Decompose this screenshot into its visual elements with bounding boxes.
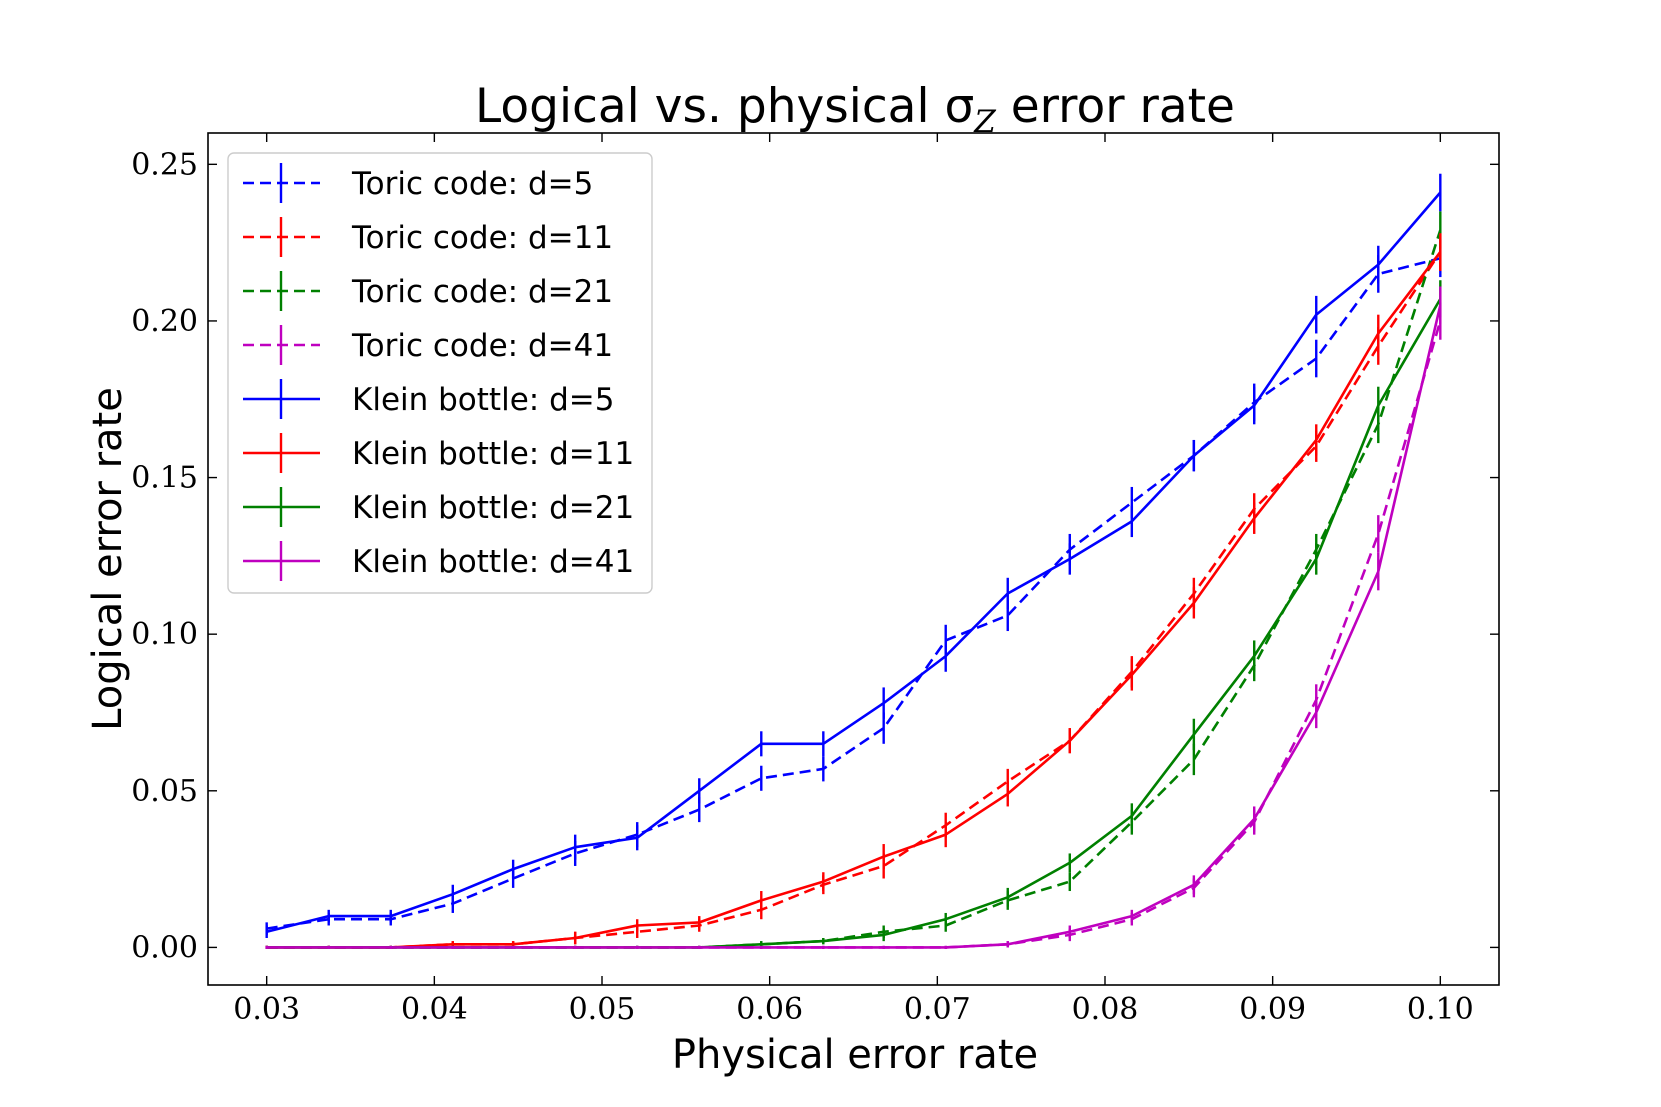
legend-label: Toric code: d=5: [351, 166, 593, 202]
series-line: [266, 305, 1442, 949]
x-tick-label: 0.07: [904, 992, 971, 1027]
x-tick-label: 0.05: [569, 992, 636, 1027]
y-axis-label: Logical error rate: [85, 387, 131, 731]
x-axis-label: Physical error rate: [672, 1032, 1038, 1078]
x-tick-label: 0.08: [1072, 992, 1139, 1027]
legend: Toric code: d=5 Toric code: d=11 Toric cod…: [227, 152, 653, 594]
series-line: [266, 251, 1442, 949]
x-tick-label: 0.06: [736, 992, 803, 1027]
legend-item: Klein bottle: d=21: [243, 487, 634, 527]
legend-item: Toric code: d=21: [243, 271, 613, 311]
legend-item: Klein bottle: d=5: [243, 379, 614, 419]
legend-label: Klein bottle: d=21: [352, 490, 634, 526]
legend-item: Toric code: d=5: [243, 163, 593, 203]
axis-ticks: 0.03 0.04 0.05 0.06 0.07 0.08 0.09 0.10 0.00 0.05…: [131, 133, 1499, 1027]
chart-title-subscript: Z: [973, 104, 996, 140]
chart-title-main: Logical vs. physical σ: [475, 79, 974, 134]
legend-item: Klein bottle: d=11: [243, 433, 634, 473]
legend-item: Toric code: d=11: [243, 217, 613, 257]
x-tick-label: 0.04: [401, 992, 468, 1027]
y-tick-label: 0.20: [131, 304, 198, 339]
legend-label: Klein bottle: d=5: [352, 382, 614, 418]
chart-title-suffix: error rate: [996, 79, 1235, 134]
series-klein-7: [265, 286, 1442, 949]
legend-box: [227, 152, 653, 594]
series-klein-4: [265, 173, 1442, 939]
y-tick-label: 0.25: [131, 147, 198, 182]
chart-title: Logical vs. physical σZ error rate: [475, 79, 1235, 140]
legend-label: Toric code: d=21: [351, 274, 613, 310]
legend-label: Toric code: d=11: [351, 220, 613, 256]
y-tick-label: 0.05: [131, 774, 198, 809]
legend-label: Toric code: d=41: [351, 328, 613, 364]
legend-label: Klein bottle: d=41: [352, 544, 634, 580]
series-line: [266, 191, 1442, 934]
y-tick-label: 0.15: [131, 461, 198, 496]
x-tick-label: 0.09: [1239, 992, 1306, 1027]
y-tick-label: 0.10: [131, 617, 198, 652]
x-tick-label: 0.10: [1407, 992, 1474, 1027]
series-line: [266, 257, 1441, 930]
series-klein-5: [265, 233, 1442, 949]
legend-item: Toric code: d=41: [243, 325, 613, 365]
x-tick-label: 0.03: [233, 992, 300, 1027]
y-tick-label: 0.00: [131, 930, 198, 965]
legend-label: Klein bottle: d=11: [352, 436, 634, 472]
plot-area: [265, 173, 1442, 949]
legend-item: Klein bottle: d=41: [243, 541, 634, 581]
plot-frame: [207, 132, 1500, 986]
